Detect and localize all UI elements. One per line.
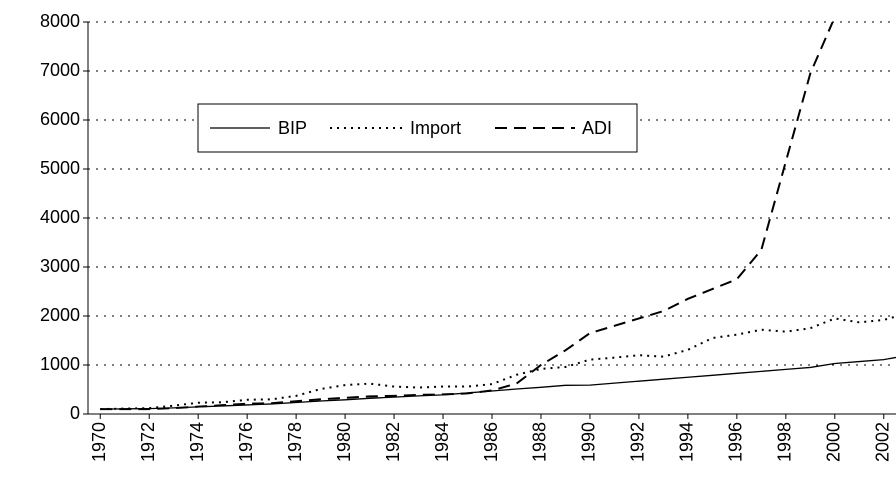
x-tick-label: 1974: [187, 422, 207, 462]
x-tick-label: 1994: [677, 422, 697, 462]
y-tick-label: 3000: [40, 256, 80, 276]
x-tick-label: 1976: [236, 422, 256, 462]
x-tick-label: 2000: [824, 422, 844, 462]
axes: 0 1000 2000 3000 4000 5000 6000 7000 8000 1970 197…: [40, 11, 896, 462]
y-tick-label: 0: [70, 403, 80, 423]
legend-label: Import: [410, 118, 461, 138]
grid: [88, 21, 896, 366]
x-tick-label: 1990: [579, 422, 599, 462]
y-tick-label: 1000: [40, 354, 80, 374]
x-tick-label: 1980: [334, 422, 354, 462]
x-tick-label: 1998: [775, 422, 795, 462]
x-tick-label: 1972: [138, 422, 158, 462]
y-tick-label: 5000: [40, 158, 80, 178]
x-tick-label: 2002: [873, 422, 893, 462]
x-tick-label: 1996: [726, 422, 746, 462]
legend-label: BIP: [278, 118, 307, 138]
series-line: [100, 315, 896, 411]
y-tick-label: 4000: [40, 207, 80, 227]
x-tick-label: 1982: [383, 422, 403, 462]
y-tick-label: 8000: [40, 11, 80, 31]
y-tick-label: 2000: [40, 305, 80, 325]
legend: BIP Import ADI: [197, 103, 638, 153]
legend-label: ADI: [582, 118, 612, 138]
series-line: [100, 22, 834, 411]
x-tick-label: 1992: [628, 422, 648, 462]
x-tick-label: 1970: [89, 422, 109, 462]
x-tick-label: 1978: [285, 422, 305, 462]
x-tick-label: 1986: [481, 422, 501, 462]
x-tick-label: 1988: [530, 422, 550, 462]
x-tick-label: 1984: [432, 422, 452, 462]
y-tick-label: 7000: [40, 60, 80, 80]
plot-area: [100, 22, 896, 411]
y-tick-label: 6000: [40, 109, 80, 129]
